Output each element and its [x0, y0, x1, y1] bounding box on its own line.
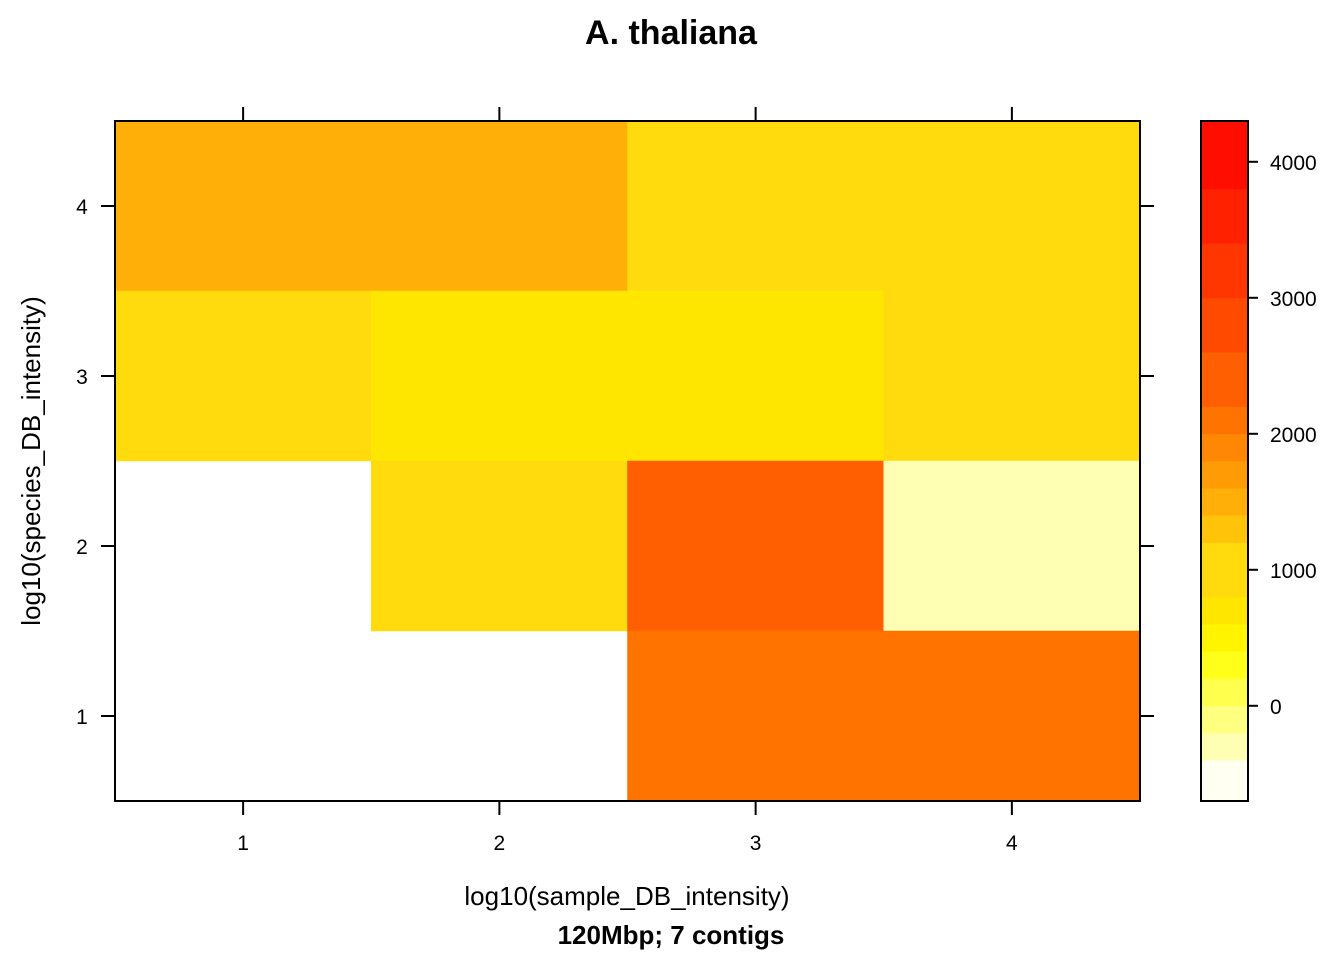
heatmap-cell	[114, 120, 372, 292]
heatmap-cells	[114, 120, 1141, 802]
colorbar-frame	[1200, 120, 1249, 802]
colorbar-swatch	[1200, 651, 1249, 679]
heatmap-cell	[883, 630, 1141, 802]
colorbar-swatch	[1200, 487, 1249, 516]
x-tick-label: 1	[237, 832, 249, 855]
x-axis-label: log10(sample_DB_intensity)	[464, 881, 789, 911]
colorbar-swatch	[1200, 515, 1249, 543]
colorbar-swatch	[1200, 243, 1249, 299]
heatmap-cell	[114, 290, 372, 462]
colorbar-swatch	[1200, 759, 1249, 802]
colorbar-swatch	[1200, 188, 1249, 244]
axis-ticks: 1 2 3 4 1 2 3 4	[76, 107, 1154, 855]
colorbar-swatch	[1200, 120, 1249, 190]
y-tick-label: 4	[76, 196, 88, 219]
plot-frame	[114, 120, 1141, 802]
colorbar-tick-label: 2000	[1270, 424, 1317, 447]
y-tick-label: 2	[76, 536, 88, 559]
colorbar-tick-label: 4000	[1270, 152, 1317, 175]
colorbar: 0 1000 2000 3000 4000	[1200, 120, 1317, 802]
colorbar-swatch	[1200, 542, 1249, 598]
colorbar-swatch	[1200, 406, 1249, 435]
x-tick-label: 3	[750, 832, 762, 855]
colorbar-swatch	[1200, 596, 1249, 625]
colorbar-swatch	[1200, 678, 1249, 707]
colorbar-swatch	[1200, 351, 1249, 407]
y-axis-label: log10(species_DB_intensity)	[16, 296, 46, 626]
y-tick-label: 1	[76, 706, 88, 729]
colorbar-tick-label: 1000	[1270, 560, 1317, 583]
colorbar-swatch	[1200, 433, 1249, 462]
colorbar-swatch	[1200, 460, 1249, 489]
heatmap-cell	[883, 460, 1141, 632]
colorbar-swatch	[1200, 732, 1249, 761]
chart-subtitle: 120Mbp; 7 contigs	[558, 920, 785, 950]
x-tick-label: 2	[494, 832, 506, 855]
heatmap-cell	[883, 120, 1141, 292]
heatmap-cell	[627, 120, 884, 292]
colorbar-swatch	[1200, 623, 1249, 652]
y-tick-label: 3	[76, 366, 88, 389]
heatmap-cell	[883, 290, 1141, 462]
heatmap-cell	[627, 290, 884, 462]
x-tick-label: 4	[1006, 832, 1018, 855]
heatmap-cell	[371, 460, 628, 632]
colorbar-swatch	[1200, 297, 1249, 353]
colorbar-swatch	[1200, 705, 1249, 734]
colorbar-tick-label: 0	[1270, 696, 1282, 719]
heatmap-cell	[627, 630, 884, 802]
chart-title: A. thaliana	[585, 14, 758, 52]
heatmap-cell	[371, 120, 628, 292]
heatmap-cell	[371, 290, 628, 462]
heatmap-cell	[627, 460, 884, 632]
colorbar-tick-label: 3000	[1270, 288, 1317, 311]
